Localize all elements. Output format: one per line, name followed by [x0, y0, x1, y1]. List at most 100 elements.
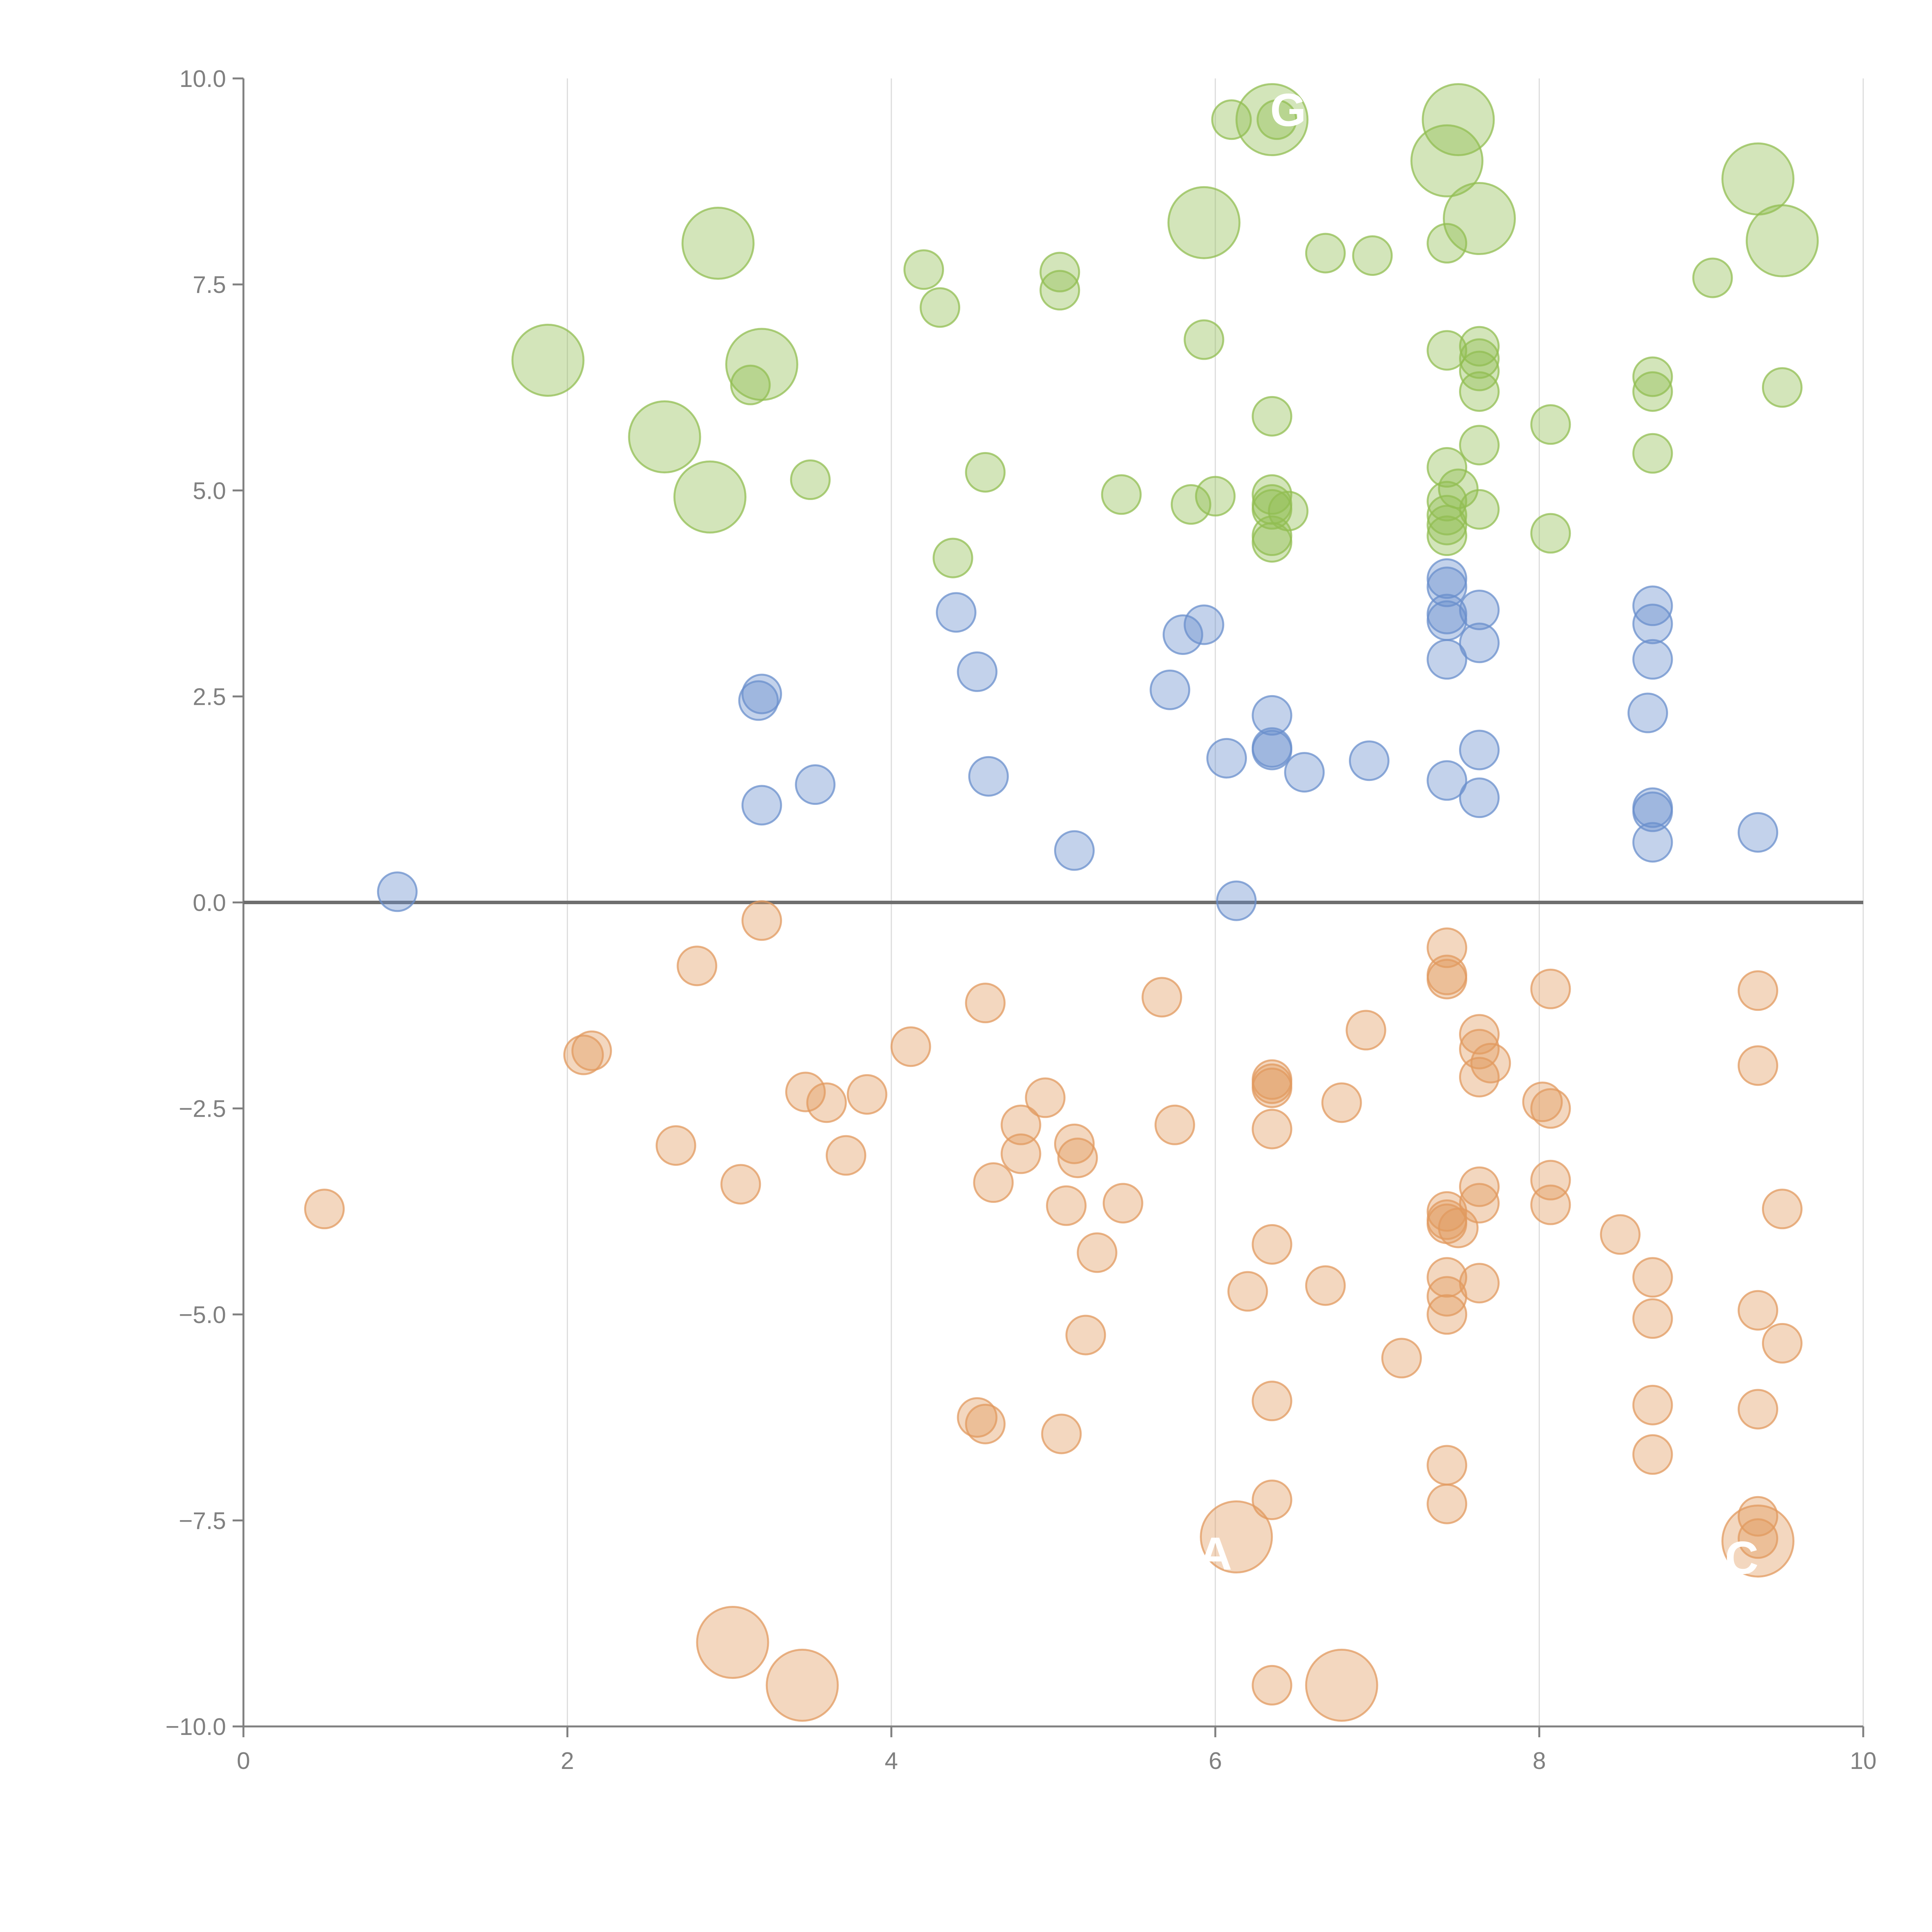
- blue-point: [1252, 695, 1293, 736]
- green-point: [1039, 270, 1080, 311]
- green-point: [1459, 326, 1500, 367]
- green-point: [681, 207, 755, 280]
- orange-point: [890, 1026, 931, 1067]
- blue-point: [1632, 791, 1673, 832]
- green-point: [1252, 396, 1293, 437]
- blue-point: [1054, 830, 1095, 871]
- orange-point: [304, 1189, 345, 1230]
- green-point: [1530, 404, 1571, 445]
- blue-point: [1427, 760, 1468, 801]
- y-tick-label: 2.5: [193, 684, 226, 710]
- green-point: [1427, 495, 1468, 536]
- blue-point: [1427, 600, 1468, 641]
- blue-point: [1162, 614, 1203, 655]
- orange-point: [1530, 1184, 1571, 1225]
- orange-point: [655, 1125, 696, 1166]
- orange-point: [1252, 1109, 1293, 1150]
- orange-point: [973, 1162, 1014, 1203]
- green-point: [1427, 515, 1468, 556]
- blue-point: [1632, 585, 1673, 626]
- orange-point: [1738, 1290, 1779, 1331]
- orange-point: [1530, 968, 1571, 1009]
- green-point: [932, 537, 973, 578]
- y-tick-label: −7.5: [179, 1508, 226, 1534]
- orange-point: [1632, 1257, 1673, 1298]
- green-point: [1410, 124, 1484, 197]
- green-point: [1427, 481, 1468, 522]
- y-tick-label: 0.0: [193, 890, 226, 917]
- orange-point: [1632, 1384, 1673, 1425]
- orange-point: [1600, 1214, 1641, 1255]
- data-points: [304, 83, 1819, 1722]
- x-tick-label: 6: [1209, 1748, 1222, 1774]
- green-point: [1459, 425, 1500, 466]
- green-point: [1438, 468, 1479, 509]
- orange-point: [825, 1135, 866, 1176]
- orange-point: [1427, 1294, 1468, 1335]
- orange-point: [696, 1605, 769, 1679]
- orange-point: [1252, 1224, 1293, 1265]
- blue-point: [1459, 777, 1500, 818]
- orange-point: [1530, 1088, 1571, 1129]
- orange-point: [1427, 959, 1468, 1000]
- orange-point: [1762, 1189, 1803, 1230]
- orange-point: [1427, 1483, 1468, 1524]
- green-point: [628, 400, 701, 474]
- green-point: [1352, 235, 1393, 276]
- orange-point: [1459, 1166, 1500, 1207]
- green-point: [1692, 257, 1733, 298]
- green-point: [730, 364, 771, 405]
- orange-point: [1470, 1043, 1511, 1083]
- green-point: [903, 249, 944, 290]
- orange-point: [1227, 1271, 1268, 1312]
- orange-point: [1762, 1323, 1803, 1364]
- green-point: [1427, 330, 1468, 371]
- orange-point: [1252, 1067, 1293, 1108]
- y-tick-label: 5.0: [193, 478, 226, 504]
- orange-point: [1200, 1500, 1273, 1574]
- orange-point: [1738, 970, 1779, 1011]
- green-point: [1632, 371, 1673, 412]
- green-point: [1235, 83, 1309, 156]
- green-point: [1305, 233, 1346, 274]
- orange-point: [1427, 1445, 1468, 1486]
- orange-point: [965, 1403, 1006, 1444]
- green-point: [1721, 142, 1795, 216]
- orange-point: [785, 1071, 826, 1112]
- annotations: G A C: [1199, 84, 1759, 1584]
- orange-point: [1025, 1077, 1066, 1118]
- annotation-label: G: [1270, 84, 1306, 136]
- blue-point: [1150, 669, 1190, 710]
- orange-point: [1102, 1183, 1143, 1224]
- orange-point: [1530, 1160, 1571, 1201]
- blue-point: [1738, 812, 1779, 853]
- blue-point: [968, 756, 1009, 797]
- green-point: [1252, 522, 1293, 563]
- blue-point: [1459, 730, 1500, 770]
- blue-point: [741, 673, 782, 714]
- orange-point: [957, 1397, 998, 1438]
- green-point: [1427, 223, 1468, 264]
- blue-point: [738, 680, 779, 721]
- green-point: [790, 459, 831, 500]
- green-point: [1195, 476, 1236, 517]
- orange-point: [1345, 1010, 1386, 1051]
- blue-point: [1284, 752, 1325, 793]
- axes: 10.0 7.5 5.0 2.5 0.0 −2.5 −5.0 −7.5 −10.0 0 2 4 6 8 10: [165, 66, 1876, 1774]
- orange-point: [1738, 1045, 1779, 1086]
- blue-point: [957, 651, 998, 692]
- green-point: [1745, 204, 1819, 277]
- orange-point: [563, 1034, 604, 1075]
- orange-point: [1632, 1298, 1673, 1339]
- orange-point: [720, 1164, 761, 1205]
- blue-point: [1427, 639, 1468, 680]
- green-point: [1184, 319, 1225, 360]
- orange-point: [1252, 1381, 1293, 1422]
- green-point: [1422, 83, 1495, 156]
- green-point: [920, 287, 961, 328]
- blue-point: [935, 592, 976, 633]
- blue-point: [1427, 558, 1468, 599]
- orange-point: [806, 1082, 847, 1123]
- green-point: [1256, 99, 1297, 140]
- green-point: [1632, 433, 1673, 474]
